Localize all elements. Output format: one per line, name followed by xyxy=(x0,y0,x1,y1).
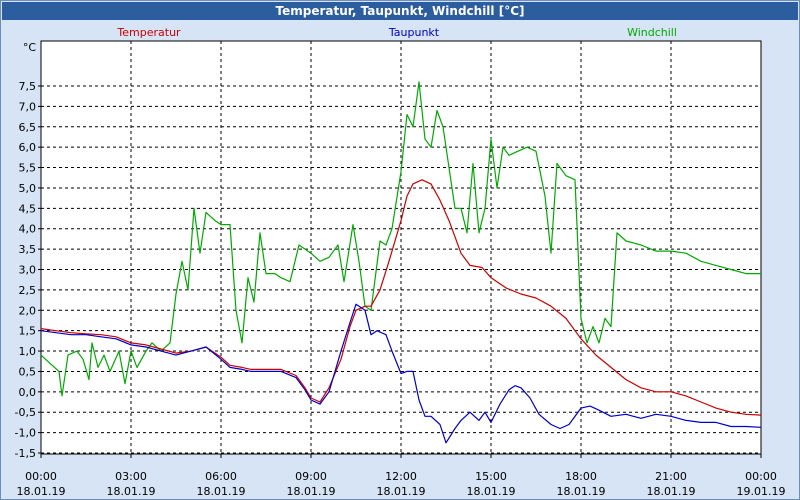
y-tick-label: 4,0 xyxy=(19,223,37,236)
x-tick-label-time: 06:00 xyxy=(205,470,237,483)
y-tick-label: 5,5 xyxy=(19,162,37,175)
x-tick-label-time: 21:00 xyxy=(655,470,687,483)
y-tick-label: 4,5 xyxy=(19,202,37,215)
y-tick-label: 0,5 xyxy=(19,365,37,378)
x-tick-label-date: 18.01.19 xyxy=(17,485,66,498)
y-axis-unit: °C xyxy=(23,41,37,54)
x-tick-label-date: 18.01.19 xyxy=(557,485,606,498)
x-tick-label-time: 00:00 xyxy=(745,470,777,483)
y-tick-label: -1,0 xyxy=(15,427,36,440)
series-line-windchill xyxy=(40,81,761,397)
y-tick-label: 2,5 xyxy=(19,284,37,297)
x-tick-label-date: 18.01.19 xyxy=(377,485,426,498)
y-tick-label: 3,0 xyxy=(19,264,37,277)
y-tick-label: 7,0 xyxy=(19,100,37,113)
x-tick-label-date: 18.01.19 xyxy=(107,485,156,498)
x-tick-label-date: 18.01.19 xyxy=(467,485,516,498)
plot-border xyxy=(40,40,762,455)
y-tick-label: 1,5 xyxy=(19,325,37,338)
series-line-taupunkt xyxy=(40,303,762,444)
y-tick-label: 0,0 xyxy=(19,386,37,399)
x-tick-label-date: 18.01.19 xyxy=(197,485,246,498)
x-tick-label-date: 18.01.19 xyxy=(287,485,336,498)
x-tick-label-time: 12:00 xyxy=(385,470,417,483)
x-tick-label-time: 15:00 xyxy=(475,470,507,483)
y-tick-label: 1,0 xyxy=(19,345,37,358)
y-tick-label: -1,5 xyxy=(15,447,36,460)
x-tick-label-time: 00:00 xyxy=(25,470,57,483)
x-tick-label-time: 09:00 xyxy=(295,470,327,483)
legend-temperatur: Temperatur xyxy=(116,26,181,39)
y-tick-label: 6,0 xyxy=(19,141,37,154)
x-tick-label-date: 18.01.19 xyxy=(647,485,696,498)
y-tick-label: -0,5 xyxy=(15,406,36,419)
y-tick-label: 2,0 xyxy=(19,304,37,317)
x-tick-label-date: 19.01.19 xyxy=(737,485,786,498)
y-tick-label: 3,5 xyxy=(19,243,37,256)
y-tick-label: 6,5 xyxy=(19,121,37,134)
legend-taupunkt: Taupunkt xyxy=(388,26,440,39)
y-tick-label: 5,0 xyxy=(19,182,37,195)
legend-windchill: Windchill xyxy=(627,26,677,39)
series-line-temperatur xyxy=(40,179,762,416)
y-tick-label: 7,5 xyxy=(19,80,37,93)
x-tick-label-time: 03:00 xyxy=(115,470,147,483)
x-tick-label-time: 18:00 xyxy=(565,470,597,483)
window-title: Temperatur, Taupunkt, Windchill [°C] xyxy=(2,2,798,20)
